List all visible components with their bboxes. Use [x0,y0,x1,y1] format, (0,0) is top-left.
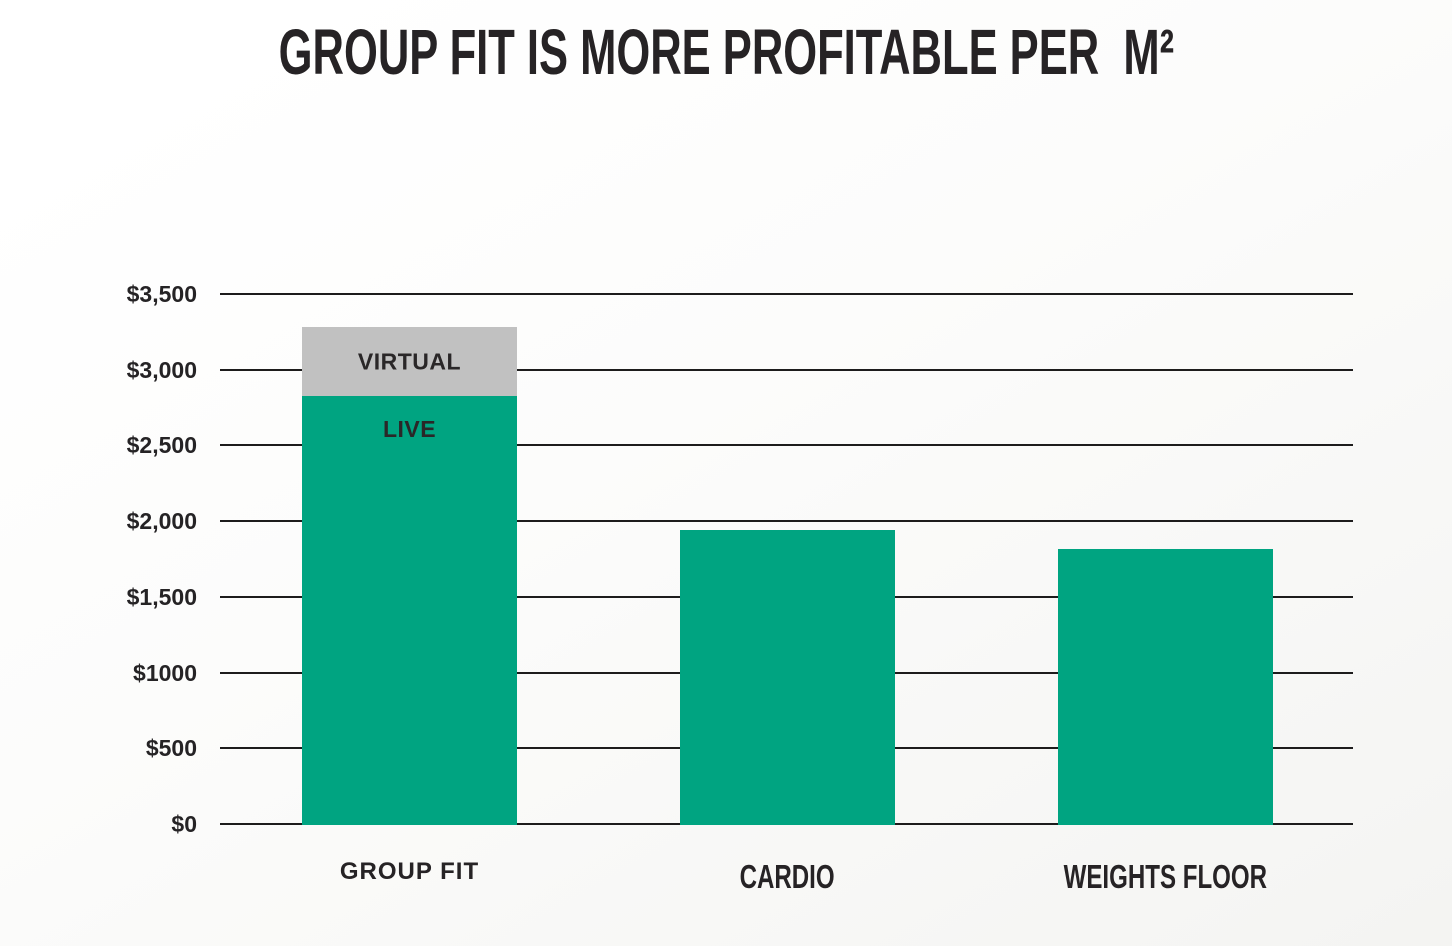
category-label-cardio: CARDIO [627,858,947,896]
gridline-3000 [220,368,1353,371]
category-label-text: GROUP FIT [339,858,480,885]
y-axis-tick-3500: $3,500 [126,281,197,307]
y-axis-tick-1500: $1,500 [126,583,197,610]
y-axis-tick-500: $500 [145,735,197,762]
y-axis-tick-0: $0 [171,811,197,837]
bar-group-fit: VIRTUAL LIVE [302,326,517,825]
category-label-group-fit: GROUP FIT [250,858,570,886]
gridline-3500 [220,293,1353,295]
gridline-2000 [220,520,1353,523]
plot-area: VIRTUAL LIVE [220,293,1353,825]
segment-label-live: LIVE [382,416,437,443]
category-label-text: WEIGHTS FLOOR [1063,858,1268,895]
bar-segment-virtual: VIRTUAL [302,326,517,397]
bar-segment-live [679,529,895,825]
bar-segment-live: LIVE [302,396,517,825]
chart-title-row: GROUP FIT IS MORE PROFITABLE PER M² [0,20,1452,84]
category-label-weights-floor: WEIGHTS FLOOR [1006,858,1326,896]
y-axis-tick-2000: $2,000 [126,508,197,535]
y-axis-tick-1000: $1000 [133,659,197,686]
bar-segment-live [1058,549,1273,825]
y-axis-tick-3000: $3,000 [126,356,197,383]
segment-label-virtual: VIRTUAL [357,348,462,375]
bar-cardio [679,529,895,825]
category-label-text: CARDIO [739,858,835,895]
bar-weights-floor [1058,549,1273,825]
y-axis-tick-2500: $2,500 [126,432,197,459]
chart-title: GROUP FIT IS MORE PROFITABLE PER M² [278,16,1174,88]
gridline-2500 [220,444,1353,447]
